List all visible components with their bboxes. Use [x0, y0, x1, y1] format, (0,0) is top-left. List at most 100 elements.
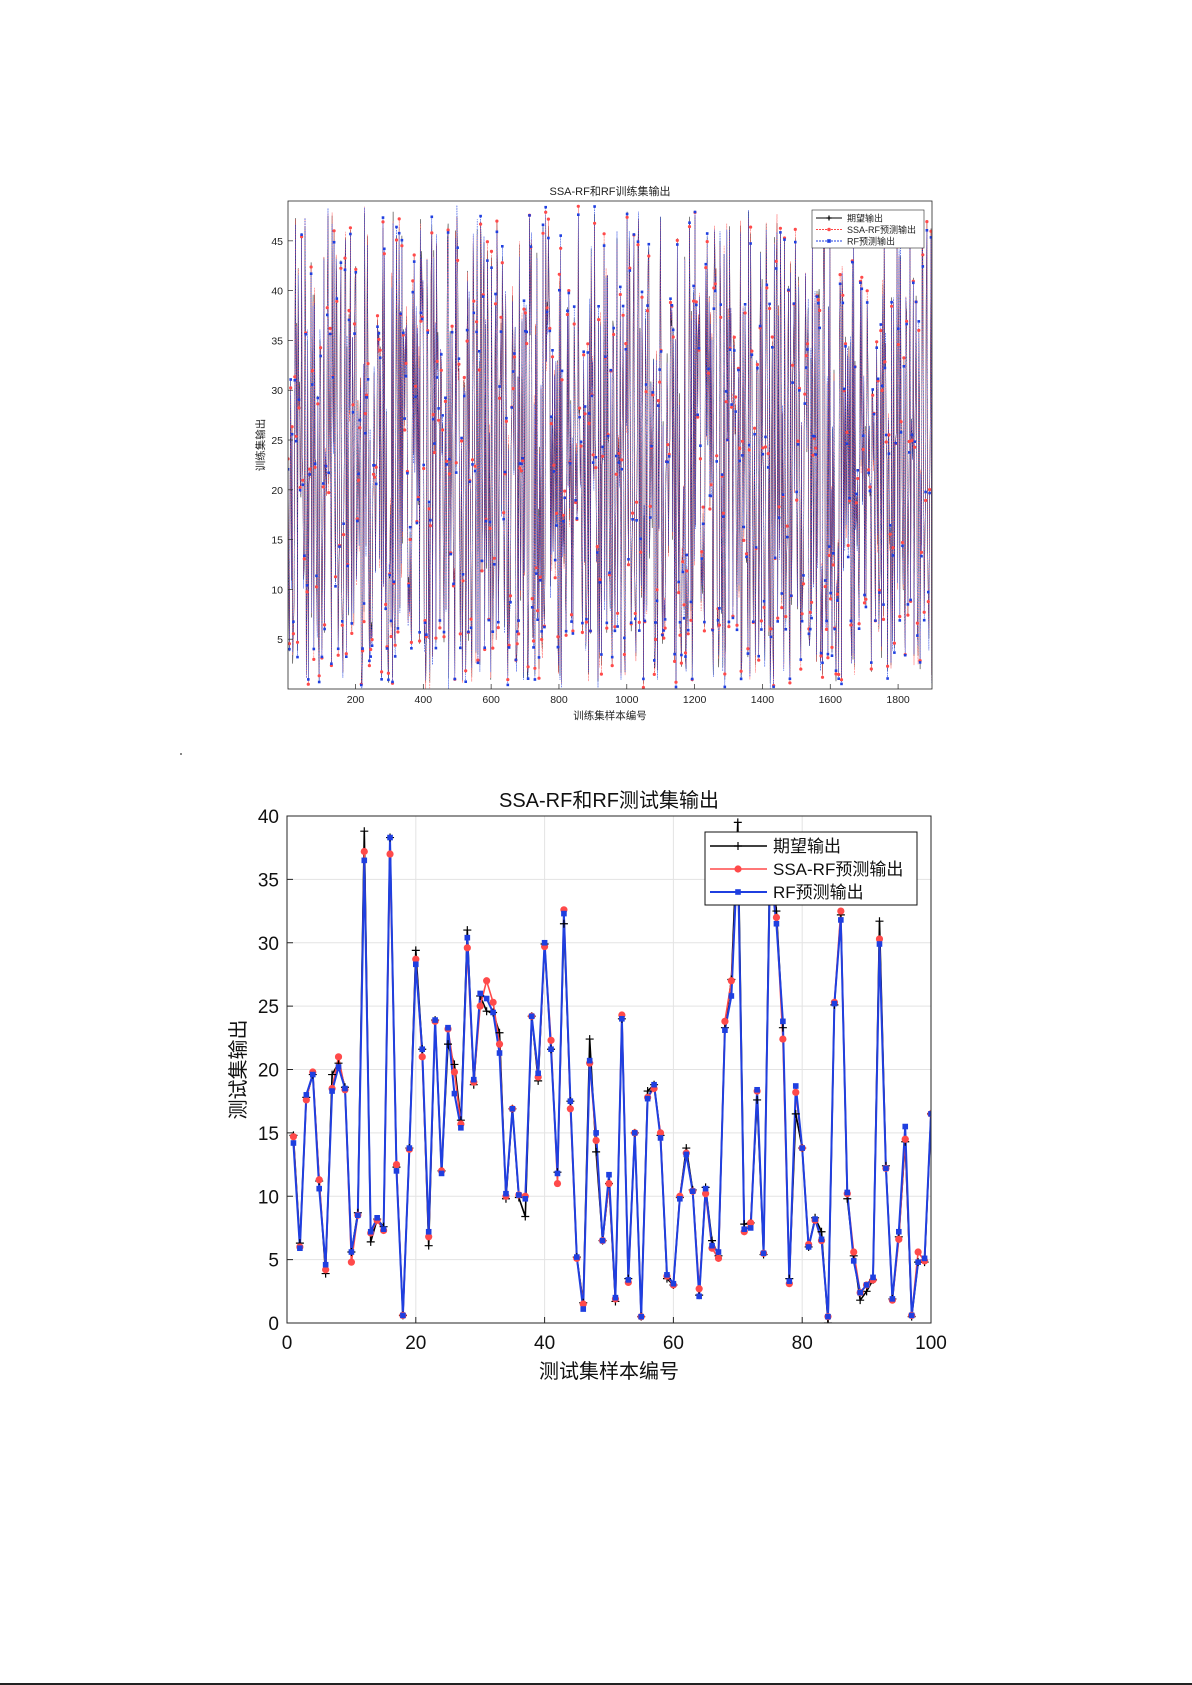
train-ssa-point	[408, 537, 412, 542]
train-ssa-point	[339, 266, 343, 270]
train-rf-point	[317, 680, 321, 684]
test-point-2	[728, 993, 735, 999]
test-point-1	[714, 1254, 723, 1262]
test-point-2	[689, 1188, 696, 1194]
train-rf-point	[292, 620, 295, 623]
test-point-1	[592, 1136, 600, 1145]
train-rf-point	[346, 564, 349, 568]
train-ssa-point	[400, 244, 404, 248]
train-ssa-point	[319, 346, 323, 350]
train-rf-point	[345, 655, 348, 658]
train-rf-point	[349, 232, 352, 236]
train-rf-point	[308, 473, 311, 476]
train-ssa-point	[328, 326, 332, 330]
test-chart: SSA-RF和RF测试集输出 0 20 40 60 80 100 0 5 10 15 20 25 30 35…	[227, 789, 947, 1383]
train-rf-point	[376, 325, 379, 328]
test-xtick-label: 20	[405, 1333, 426, 1354]
train-rf-point	[294, 439, 298, 443]
train-ssa-point	[382, 252, 386, 256]
train-ssa-point	[347, 308, 351, 313]
train-rf-point	[396, 627, 400, 630]
train-ssa-point	[325, 306, 329, 310]
test-point-2	[715, 1249, 722, 1255]
test-ytick-label: 30	[258, 934, 279, 955]
train-ssa-point	[378, 348, 382, 352]
train-rf-point	[400, 238, 404, 242]
test-point-2	[677, 1195, 683, 1202]
test-point-2	[889, 1296, 896, 1302]
test-point-2	[516, 1192, 522, 1198]
train-ssa-point	[302, 557, 306, 561]
train-ssa-point	[333, 575, 338, 579]
train-rf-point	[332, 240, 336, 244]
test-point-1	[721, 1017, 729, 1025]
train-ssa-point	[375, 314, 380, 318]
train-ssa-point	[389, 634, 393, 639]
train-rf-point	[374, 482, 378, 486]
train-ssa-point	[412, 253, 416, 257]
train-ssa-point	[377, 337, 381, 341]
test-point-2	[541, 939, 548, 946]
train-rf-point	[389, 619, 393, 623]
train-rf-point	[288, 468, 290, 471]
train-ssa-point	[361, 649, 365, 653]
train-ssa-point	[291, 632, 295, 636]
train-rf-point	[383, 247, 386, 251]
train-rf-point	[327, 471, 330, 475]
stray-mark	[180, 753, 182, 755]
train-ssa-point	[380, 670, 384, 674]
test-point-2	[361, 857, 368, 864]
train-rf-point	[407, 584, 410, 587]
train-ssa-point	[366, 362, 370, 366]
test-xtick-label: 80	[792, 1333, 813, 1354]
train-rf-point	[342, 522, 345, 525]
train-ssa-point	[313, 465, 317, 469]
test-point-1	[566, 1105, 574, 1113]
train-rf-point	[412, 260, 416, 263]
test-point-2	[773, 920, 780, 927]
train-ssa-point	[352, 322, 357, 326]
test-point-2	[754, 1086, 760, 1093]
test-point-1	[463, 944, 471, 952]
test-ytick-label: 20	[258, 1061, 279, 1082]
test-point-2	[483, 995, 490, 1002]
test-point-2	[380, 1226, 387, 1233]
test-xlabel: 测试集样本编号	[539, 1360, 679, 1383]
train-rf-point	[362, 602, 366, 605]
test-point-2	[335, 1064, 342, 1070]
test-point-2	[477, 990, 483, 997]
train-ssa-point	[403, 428, 407, 432]
test-point-2	[631, 1130, 638, 1136]
train-ssa-point	[370, 638, 374, 642]
train-ssa-point	[290, 425, 294, 429]
train-ssa-point	[335, 299, 339, 303]
train-ssa-point	[316, 402, 320, 406]
train-ssa-point	[413, 384, 418, 388]
test-point-2	[348, 1249, 355, 1255]
test-point-2	[825, 1313, 831, 1320]
train-rf-point	[370, 644, 374, 647]
test-legend-label-0: 期望输出	[773, 837, 841, 856]
train-rf-point	[288, 647, 291, 651]
train-rf-point	[369, 655, 372, 658]
train-rf-point	[322, 482, 325, 485]
train-ssa-point	[306, 682, 310, 686]
test-point-2	[464, 934, 471, 941]
test-ytick-label: 5	[268, 1251, 279, 1272]
train-rf-point	[290, 432, 294, 436]
test-point-2	[470, 1076, 477, 1083]
test-point-2	[445, 1024, 451, 1031]
train-rf-point	[366, 378, 370, 381]
train-ssa-point	[356, 478, 361, 482]
train-rf-point	[334, 585, 337, 588]
test-point-2	[599, 1237, 606, 1244]
page-bottom-rule	[0, 1683, 1192, 1685]
train-rf-point	[402, 331, 405, 335]
train-rf-point	[377, 332, 381, 335]
test-point-1	[779, 1035, 787, 1043]
test-point-2	[580, 1306, 587, 1312]
test-point-2	[657, 1135, 664, 1141]
train-rf-point	[351, 411, 355, 414]
train-rf-point	[368, 659, 371, 663]
test-point-2	[303, 1092, 310, 1098]
